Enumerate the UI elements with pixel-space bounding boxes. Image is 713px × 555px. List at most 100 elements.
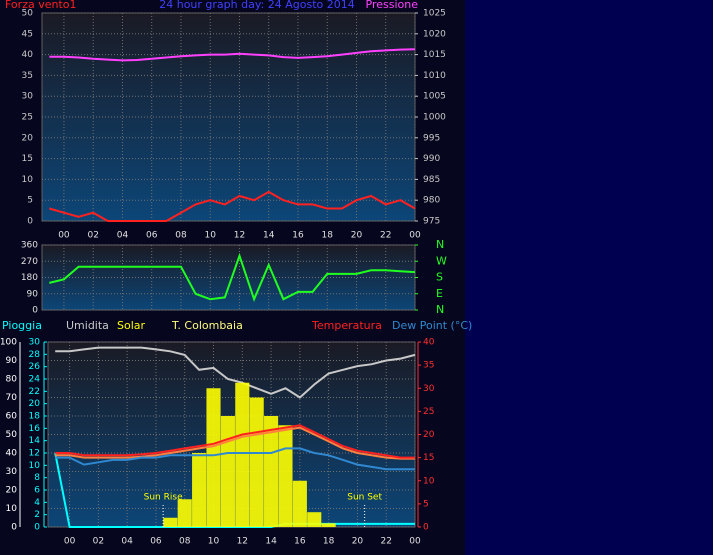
chart-title: 24 hour graph day: 24 Agosto 2014 bbox=[159, 0, 355, 11]
y-tick-label: 22 bbox=[29, 387, 40, 397]
y-tick-label: 26 bbox=[29, 362, 41, 372]
y-tick-label: 270 bbox=[21, 257, 38, 267]
series-line bbox=[49, 190, 416, 222]
y-tick-label: 20 bbox=[6, 486, 18, 496]
series-line bbox=[55, 447, 415, 471]
x-tick-label: 20 bbox=[351, 231, 363, 241]
y-tick-label: W bbox=[436, 254, 447, 267]
y-tick-label: 1020 bbox=[423, 29, 446, 39]
y-tick-label: 0 bbox=[423, 523, 429, 533]
y-tick-label: 90 bbox=[6, 356, 18, 366]
y-tick-label: 25 bbox=[22, 113, 33, 123]
y-tick-label: E bbox=[436, 287, 443, 300]
y-tick-label: 25 bbox=[423, 407, 434, 417]
legend-entry: Forza vento1 bbox=[5, 0, 77, 11]
y-tick-label: 1025 bbox=[423, 9, 446, 19]
y-tick-label: 16 bbox=[29, 424, 41, 434]
y-tick-label: 0 bbox=[11, 523, 17, 533]
y-tick-label: 28 bbox=[29, 350, 41, 360]
y-tick-label: 20 bbox=[423, 430, 435, 440]
y-tick-label: 360 bbox=[21, 241, 38, 251]
y-tick-label: 1015 bbox=[423, 50, 446, 60]
series-line bbox=[55, 346, 416, 399]
x-tick-label: 16 bbox=[294, 537, 306, 547]
y-tick-label: 24 bbox=[29, 375, 41, 385]
x-tick-label: 00 bbox=[58, 231, 70, 241]
legend-entry: Temperatura bbox=[311, 319, 382, 332]
x-tick-label: 08 bbox=[175, 231, 187, 241]
x-tick-label: 04 bbox=[121, 537, 133, 547]
y-tick-label: N bbox=[436, 303, 444, 316]
x-tick-label: 14 bbox=[263, 231, 275, 241]
x-tick-label: 16 bbox=[292, 231, 304, 241]
y-tick-label: 1000 bbox=[423, 113, 446, 123]
x-tick-label: 06 bbox=[150, 537, 162, 547]
y-tick-label: 10 bbox=[22, 175, 34, 185]
y-tick-label: 15 bbox=[22, 154, 33, 164]
legend-entry: T. Colombaia bbox=[171, 319, 243, 332]
legend-entry: Pressione bbox=[366, 0, 419, 11]
solar-bar bbox=[278, 425, 293, 527]
y-tick-label: 12 bbox=[29, 449, 40, 459]
y-tick-label: 15 bbox=[423, 453, 434, 463]
y-tick-label: 50 bbox=[6, 430, 18, 440]
series-line bbox=[49, 252, 416, 303]
solar-bar bbox=[206, 388, 221, 527]
legend-entry: Umidita bbox=[66, 319, 109, 332]
y-tick-label: 35 bbox=[22, 71, 33, 81]
y-tick-label: 40 bbox=[423, 338, 435, 348]
y-tick-label: 30 bbox=[22, 92, 34, 102]
series-line bbox=[55, 426, 415, 460]
y-tick-label: 18 bbox=[29, 412, 41, 422]
y-tick-label: 20 bbox=[22, 133, 34, 143]
x-tick-label: 14 bbox=[265, 537, 277, 547]
x-tick-label: 10 bbox=[204, 231, 216, 241]
x-tick-label: 22 bbox=[380, 537, 391, 547]
y-tick-label: 0 bbox=[32, 306, 38, 316]
y-tick-label: 30 bbox=[6, 467, 18, 477]
legend-entry: Solar bbox=[117, 319, 146, 332]
y-tick-label: 980 bbox=[423, 196, 440, 206]
y-tick-label: S bbox=[436, 271, 443, 284]
solar-bar bbox=[177, 499, 192, 527]
solar-bar bbox=[235, 382, 250, 527]
solar-bar bbox=[307, 512, 322, 527]
y-tick-label: 985 bbox=[423, 175, 440, 185]
y-tick-label: 50 bbox=[22, 9, 34, 19]
series-line bbox=[55, 424, 415, 459]
legend-entry: Dew Point (°C) bbox=[392, 319, 472, 332]
legend-entry: Pioggia bbox=[2, 319, 42, 332]
y-tick-label: N bbox=[436, 238, 444, 251]
x-tick-label: 02 bbox=[87, 231, 98, 241]
y-tick-label: 10 bbox=[6, 504, 18, 514]
annotation: Sun Rise bbox=[144, 493, 183, 503]
y-tick-label: 45 bbox=[22, 29, 33, 39]
y-tick-label: 40 bbox=[6, 449, 18, 459]
x-tick-label: 20 bbox=[352, 537, 364, 547]
y-tick-label: 30 bbox=[29, 338, 41, 348]
solar-bar bbox=[220, 416, 235, 527]
solar-bar bbox=[321, 523, 336, 527]
x-tick-label: 00 bbox=[409, 537, 421, 547]
y-tick-label: 30 bbox=[423, 384, 435, 394]
y-tick-label: 40 bbox=[22, 50, 34, 60]
x-tick-label: 12 bbox=[234, 231, 245, 241]
x-tick-label: 00 bbox=[409, 231, 421, 241]
y-tick-label: 2 bbox=[34, 510, 40, 520]
series-line bbox=[54, 452, 415, 528]
y-tick-label: 990 bbox=[423, 154, 440, 164]
x-tick-label: 18 bbox=[322, 231, 334, 241]
x-tick-label: 12 bbox=[237, 537, 248, 547]
y-tick-label: 4 bbox=[34, 498, 40, 508]
y-tick-label: 8 bbox=[34, 473, 40, 483]
y-tick-label: 100 bbox=[0, 338, 17, 348]
x-tick-label: 08 bbox=[179, 537, 191, 547]
annotation: Sun Set bbox=[347, 493, 382, 503]
x-tick-label: 10 bbox=[208, 537, 220, 547]
x-tick-label: 00 bbox=[64, 537, 76, 547]
solar-bar bbox=[292, 480, 307, 527]
series-line bbox=[49, 48, 416, 62]
y-tick-label: 0 bbox=[34, 523, 40, 533]
solar-bar bbox=[249, 397, 264, 527]
